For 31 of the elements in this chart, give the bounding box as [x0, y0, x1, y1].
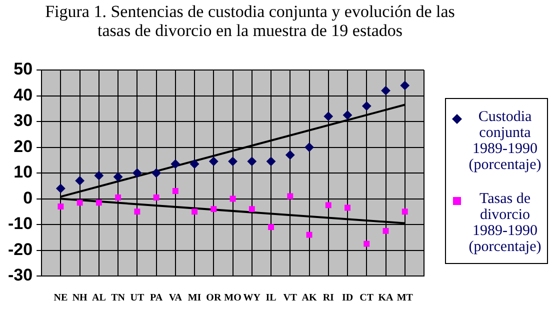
y-tick-label: 0	[23, 188, 33, 208]
x-tick-label: AL	[92, 292, 106, 304]
x-tick-label: NE	[54, 292, 68, 304]
x-tick-label: PA	[150, 292, 164, 304]
x-tick-label: ID	[342, 292, 354, 304]
x-tick-label: CT	[360, 292, 374, 304]
x-tick-label: OR	[206, 292, 222, 304]
y-tick-label: -20	[8, 240, 33, 259]
y-tick-label: 10	[14, 162, 33, 182]
y-tick-label: 40	[14, 85, 33, 104]
legend-label: Custodia conjunta 1989-1990 (porcentaje)	[468, 109, 542, 173]
y-tick-label: 20	[14, 136, 33, 156]
x-tick-label: RI	[322, 292, 334, 304]
x-tick-label: VA	[168, 292, 183, 304]
x-tick-label: AK	[302, 292, 317, 304]
x-tick-label: UT	[130, 292, 144, 304]
chart-title: Figura 1. Sentencias de custodia conjunta y evolución de las tasas de divorcio en la muestra de 19 estados	[44, 2, 456, 40]
y-tick-label: -10	[8, 214, 33, 234]
x-tick-label: MT	[396, 292, 414, 304]
y-tick-label: 50	[14, 60, 33, 79]
y-tick-label: -30	[8, 266, 33, 285]
x-tick-label: VT	[283, 292, 298, 304]
x-tick-label: WY	[243, 292, 262, 304]
x-tick-label: NH	[72, 292, 88, 304]
x-tick-label: TN	[111, 292, 126, 304]
legend-label: Tasas de divorcio 1989-1990 (porcentaje)	[468, 191, 542, 255]
x-tick-label: MI	[188, 292, 202, 304]
x-tick-label: IL	[266, 292, 277, 304]
x-tick-label: KA	[378, 292, 394, 304]
y-tick-label: 30	[14, 111, 33, 130]
x-tick-label: MO	[224, 292, 242, 304]
